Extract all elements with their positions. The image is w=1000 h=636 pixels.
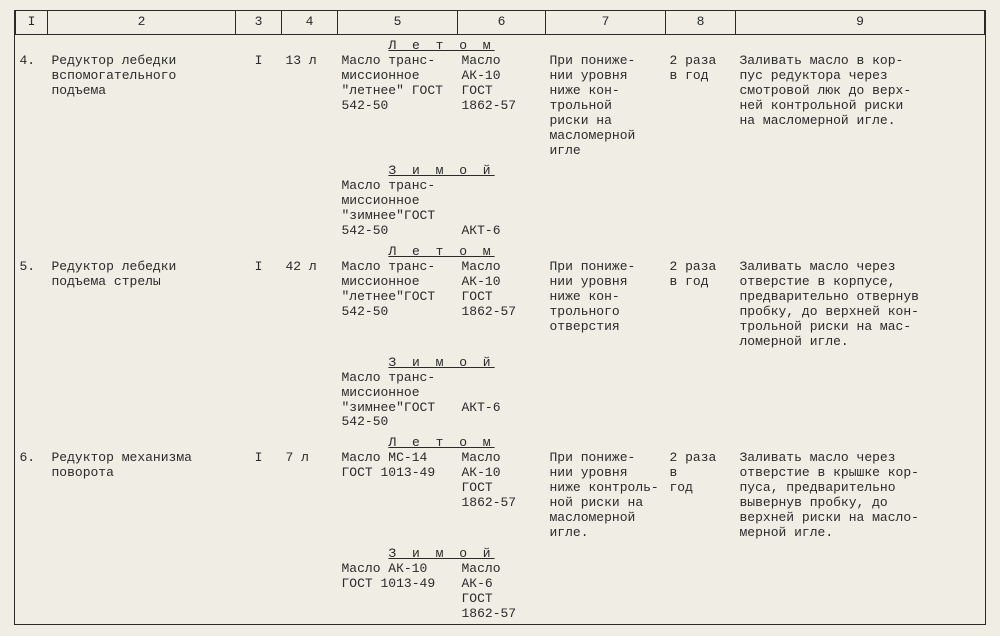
row4-num: 4.: [16, 54, 48, 161]
row4-summer-c5: Масло транс-миссионное"летнее" ГОСТ542-5…: [338, 54, 458, 161]
row4-c8: 2 раза в год: [666, 54, 736, 161]
row5-c4: 42 л: [282, 260, 338, 352]
row5-num: 5.: [16, 260, 48, 352]
row5-winter-c5: Масло транс-миссионное"зимнее"ГОСТ542-50: [338, 371, 458, 433]
season-summer: Л е т о м: [388, 435, 494, 450]
row6-winter-c6: МаслоАК-6ГОСТ1862-57: [458, 562, 546, 624]
col-9: 9: [736, 11, 985, 35]
row6-winter: Масло АК-10ГОСТ 1013-49 МаслоАК-6ГОСТ186…: [16, 562, 985, 624]
row5-summer-c5: Масло транс-миссионное"летнее"ГОСТ542-50: [338, 260, 458, 352]
row6-c3: I: [236, 451, 282, 543]
col-3: 3: [236, 11, 282, 35]
row4-winter-label: З и м о й: [16, 160, 985, 179]
col-7: 7: [546, 11, 666, 35]
season-summer: Л е т о м: [388, 38, 494, 53]
row5-summer-c6: МаслоАК-10ГОСТ1862-57: [458, 260, 546, 352]
col-2: 2: [48, 11, 236, 35]
row4-c3: I: [236, 54, 282, 161]
row4-c7: При пониже-нии уровняниже кон-трольнойри…: [546, 54, 666, 161]
row6-num: 6.: [16, 451, 48, 543]
season-winter: З и м о й: [388, 546, 494, 561]
season-winter: З и м о й: [388, 355, 494, 370]
row5-c3: I: [236, 260, 282, 352]
header-row: I 2 3 4 5 6 7 8 9: [16, 11, 985, 35]
row5-c9: Заливать масло черезотверстие в корпусе,…: [736, 260, 985, 352]
row4-c9: Заливать масло в кор-пус редуктора через…: [736, 54, 985, 161]
row5-c8: 2 разав год: [666, 260, 736, 352]
row4-summer-c6: МаслоАК-10ГОСТ1862-57: [458, 54, 546, 161]
row6-c4: 7 л: [282, 451, 338, 543]
row6-summer-c6: МаслоАК-10ГОСТ1862-57: [458, 451, 546, 543]
row4-name: Редуктор лебедки вспомогательного подъем…: [48, 54, 236, 161]
col-4: 4: [282, 11, 338, 35]
season-winter: З и м о й: [388, 163, 494, 178]
row6-summer-c5: Масло МС-14ГОСТ 1013-49: [338, 451, 458, 543]
row6: 6. Редуктор механизма поворота I 7 л Мас…: [16, 451, 985, 543]
spec-table: I 2 3 4 5 6 7 8 9 Л е т о м 4. Редуктор …: [15, 10, 985, 624]
row5-c7: При пониже-нии уровняниже кон-трольногоо…: [546, 260, 666, 352]
row6-summer-label: Л е т о м: [16, 432, 985, 451]
row5-name: Редуктор лебедки подъема стрелы: [48, 260, 236, 352]
row4-winter: Масло транс-миссионное"зимнее"ГОСТ542-50…: [16, 179, 985, 241]
row4-summer-label: Л е т о м: [16, 34, 985, 53]
row6-c9: Заливать масло черезотверстие в крышке к…: [736, 451, 985, 543]
season-summer: Л е т о м: [388, 244, 494, 259]
row5-winter-c6: АКТ-6: [458, 371, 546, 433]
row6-winter-label: З и м о й: [16, 543, 985, 562]
row4-winter-c6: АКТ-6: [458, 179, 546, 241]
row4-winter-c5: Масло транс-миссионное"зимнее"ГОСТ542-50: [338, 179, 458, 241]
row5-winter: Масло транс-миссионное"зимнее"ГОСТ542-50…: [16, 371, 985, 433]
col-1: I: [16, 11, 48, 35]
row5-winter-label: З и м о й: [16, 352, 985, 371]
row6-c8: 2 раза в год: [666, 451, 736, 543]
row4: 4. Редуктор лебедки вспомогательного под…: [16, 54, 985, 161]
row6-c7: При пониже-нии уровняниже контроль-ной р…: [546, 451, 666, 543]
col-6: 6: [458, 11, 546, 35]
col-8: 8: [666, 11, 736, 35]
col-5: 5: [338, 11, 458, 35]
row6-winter-c5: Масло АК-10ГОСТ 1013-49: [338, 562, 458, 624]
row5: 5. Редуктор лебедки подъема стрелы I 42 …: [16, 260, 985, 352]
row4-c4: 13 л: [282, 54, 338, 161]
row5-summer-label: Л е т о м: [16, 241, 985, 260]
row6-name: Редуктор механизма поворота: [48, 451, 236, 543]
